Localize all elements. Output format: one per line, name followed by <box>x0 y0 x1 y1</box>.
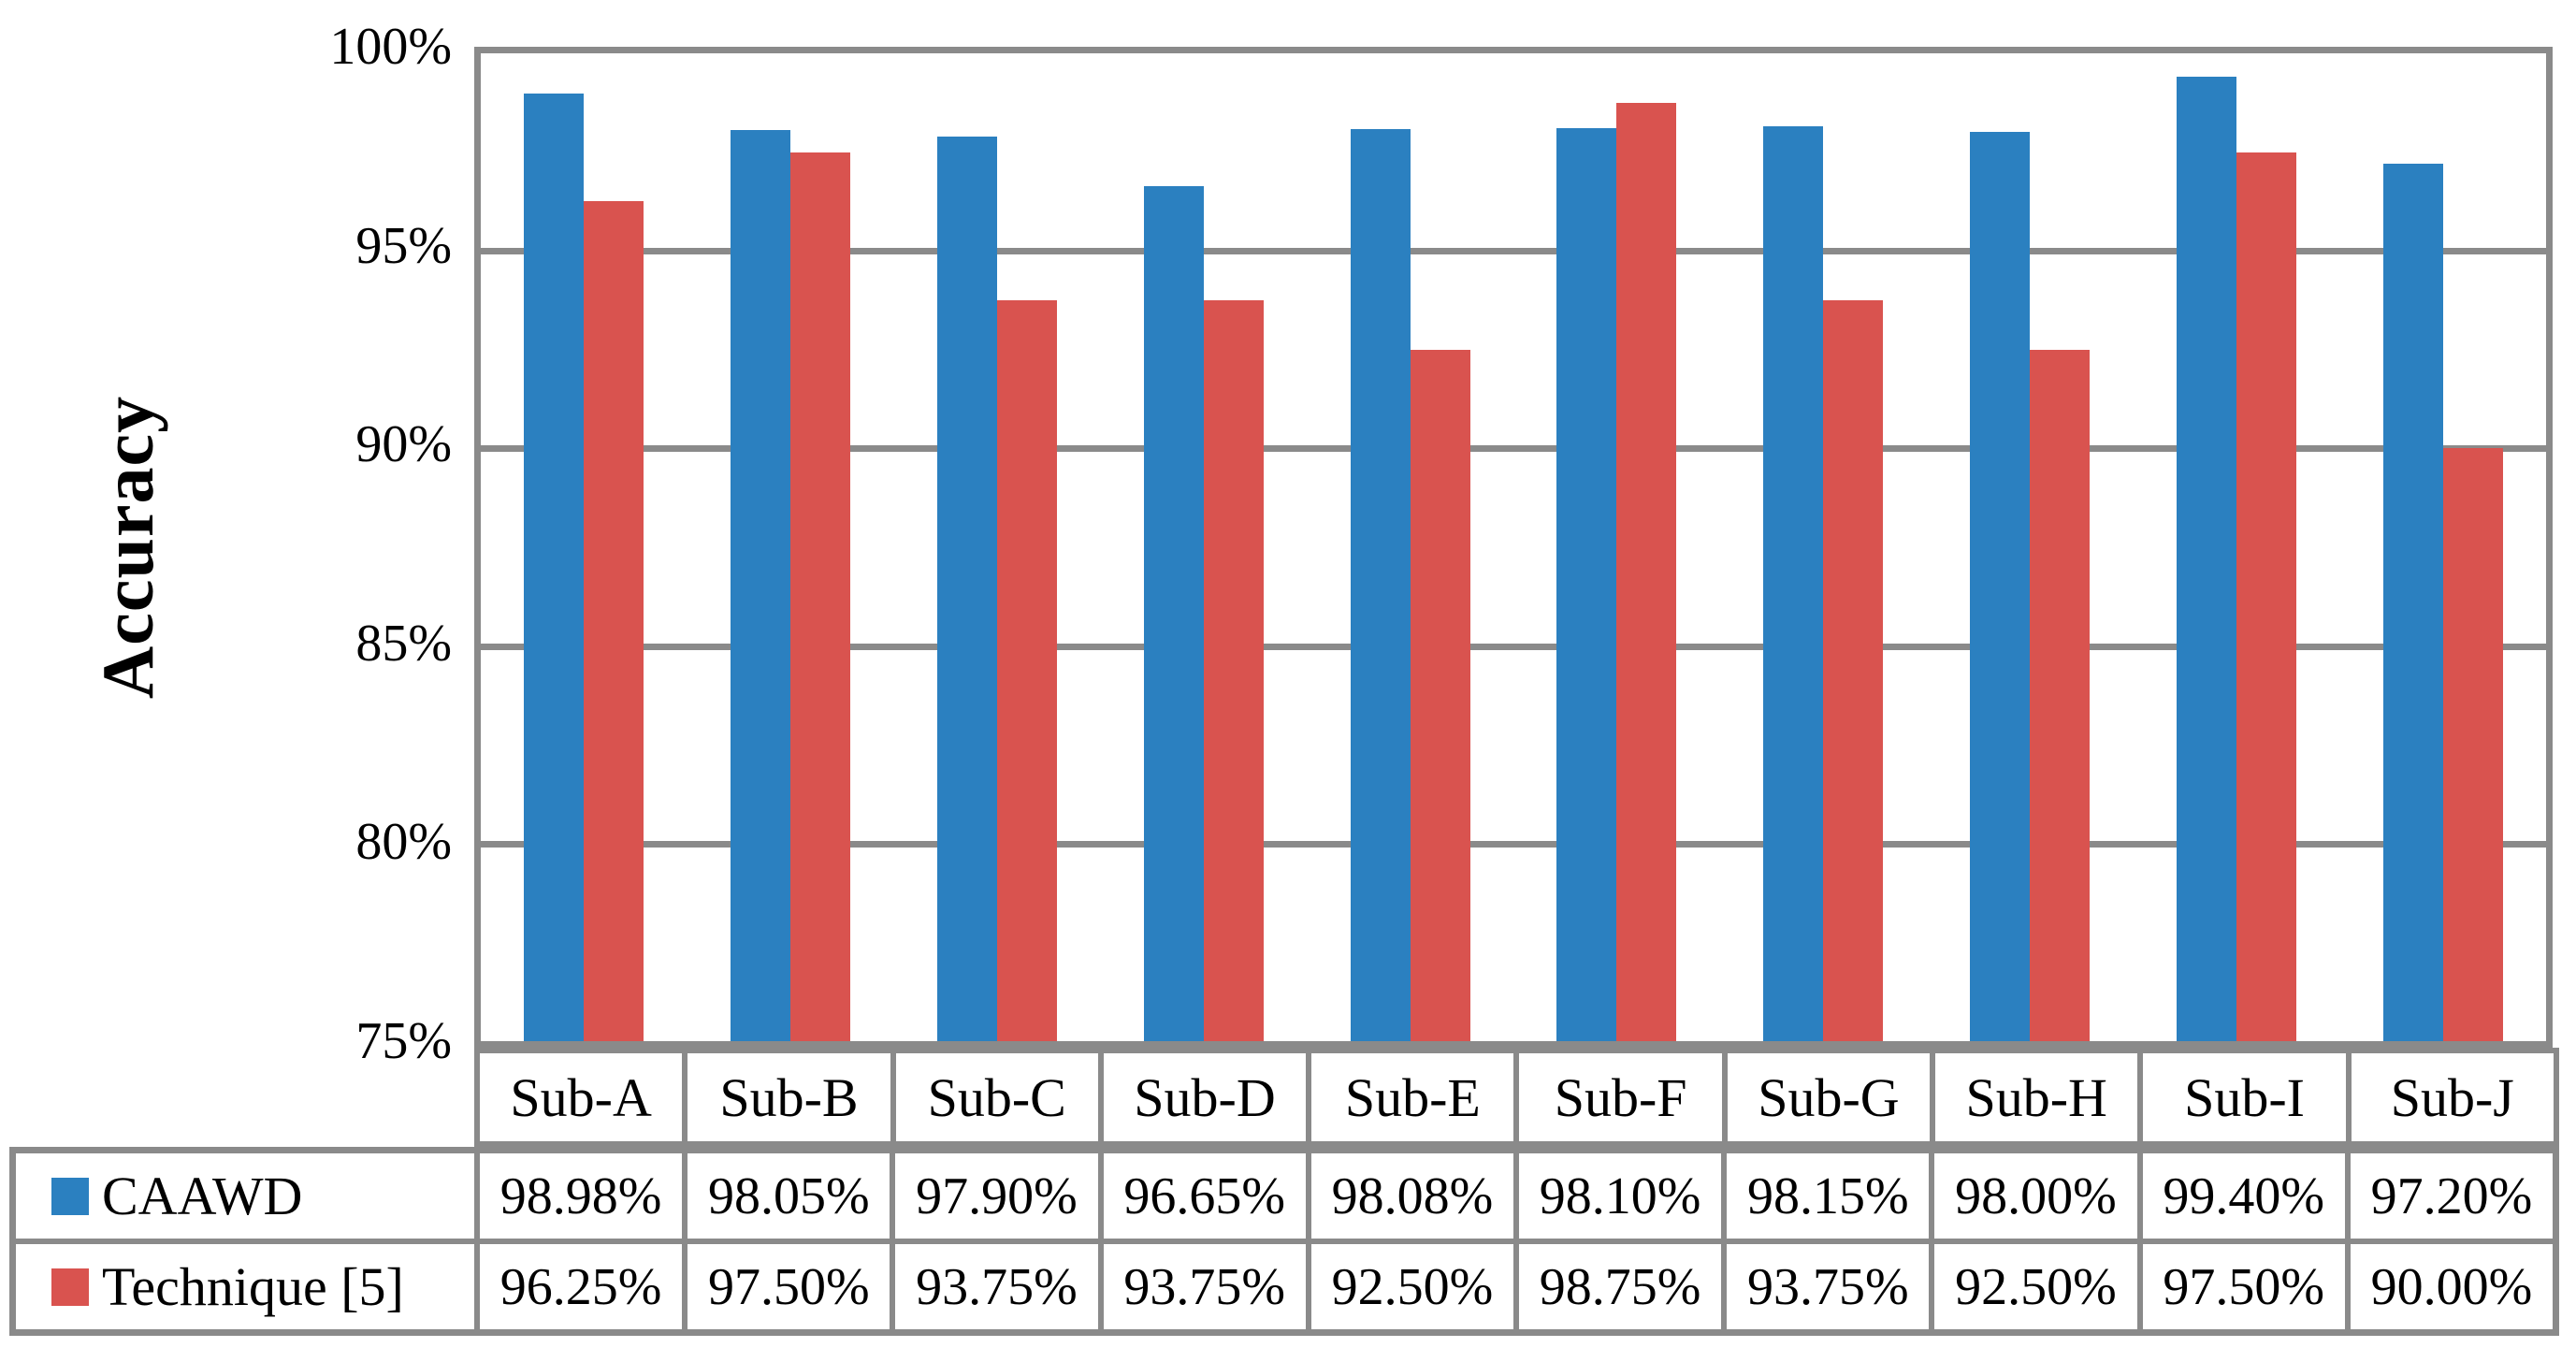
bar <box>2442 448 2503 1041</box>
bar <box>1203 300 1264 1041</box>
bar-group-sub-i <box>2133 53 2339 1041</box>
y-tick-label: 85% <box>355 614 452 673</box>
bar <box>1616 102 1677 1041</box>
y-tick-label: 95% <box>355 216 452 275</box>
bar <box>1350 129 1411 1041</box>
y-tick-label: 90% <box>355 415 452 474</box>
category-label: Sub-C <box>895 1053 1098 1141</box>
bar <box>1556 128 1617 1041</box>
bar-group-sub-f <box>1513 53 1720 1041</box>
bar <box>1969 132 2030 1041</box>
legend-cell: Technique [5] <box>16 1244 474 1329</box>
bar <box>1823 300 1884 1041</box>
bar <box>2176 77 2236 1041</box>
category-label: Sub-I <box>2143 1053 2346 1141</box>
table-value: 93.75% <box>1727 1244 1930 1329</box>
bar <box>996 300 1057 1041</box>
series-name: CAAWD <box>102 1166 303 1226</box>
category-label: Sub-A <box>480 1053 683 1141</box>
table-value: 92.50% <box>1934 1244 2137 1329</box>
bar <box>1763 126 1824 1041</box>
table-value: 98.00% <box>1934 1153 2137 1239</box>
bar-group-sub-e <box>1307 53 1513 1041</box>
table-value: 99.40% <box>2142 1153 2345 1239</box>
table-value: 92.50% <box>1310 1244 1513 1329</box>
plot-area <box>474 47 2553 1048</box>
table-value: 98.05% <box>687 1153 890 1239</box>
category-label: Sub-H <box>1935 1053 2138 1141</box>
bar-group-sub-a <box>481 53 687 1041</box>
bar-group-sub-c <box>894 53 1101 1041</box>
legend-swatch-icon <box>51 1268 89 1306</box>
category-label: Sub-B <box>687 1053 890 1141</box>
category-label: Sub-D <box>1103 1053 1307 1141</box>
bar-group-sub-b <box>687 53 894 1041</box>
y-tick-label: 80% <box>355 813 452 872</box>
table-value: 98.15% <box>1727 1153 1930 1239</box>
bar <box>1410 349 1470 1041</box>
table-value: 97.20% <box>2350 1153 2553 1239</box>
table-value: 90.00% <box>2350 1244 2553 1329</box>
bar <box>1143 185 1204 1041</box>
bar <box>524 94 585 1041</box>
category-label: Sub-G <box>1727 1053 1931 1141</box>
series-name: Technique [5] <box>102 1256 404 1317</box>
table-value: 97.50% <box>687 1244 890 1329</box>
gridline <box>481 643 2546 650</box>
bar <box>2382 164 2443 1041</box>
data-table: CAAWD 98.98% 98.05% 97.90% 96.65% 98.08% 98.10… <box>9 1147 2559 1336</box>
bar-group-sub-h <box>1927 53 2134 1041</box>
bar-group-sub-g <box>1720 53 1927 1041</box>
category-label: Sub-E <box>1311 1053 1514 1141</box>
bar <box>584 201 644 1041</box>
gridline <box>481 445 2546 453</box>
bar <box>2236 152 2296 1041</box>
table-value: 96.65% <box>1103 1153 1306 1239</box>
gridline <box>481 840 2546 848</box>
bar <box>731 130 791 1041</box>
legend-cell: CAAWD <box>16 1153 474 1239</box>
table-value: 98.75% <box>1518 1244 1722 1329</box>
category-axis-row: Sub-A Sub-B Sub-C Sub-D Sub-E Sub-F Sub-G Sub-H… <box>474 1048 2559 1147</box>
bar <box>2029 349 2090 1041</box>
gridline <box>481 248 2546 255</box>
table-value: 97.50% <box>2142 1244 2345 1329</box>
bar-group-sub-j <box>2339 53 2546 1041</box>
bar-group-sub-d <box>1100 53 1307 1041</box>
legend-swatch-icon <box>51 1177 89 1215</box>
category-label: Sub-J <box>2351 1053 2554 1141</box>
bar-groups <box>481 53 2546 1041</box>
table-value: 97.90% <box>895 1153 1098 1239</box>
table-value: 98.10% <box>1518 1153 1722 1239</box>
table-value: 96.25% <box>480 1244 683 1329</box>
bar <box>790 152 851 1041</box>
table-value: 93.75% <box>895 1244 1098 1329</box>
table-value: 93.75% <box>1103 1244 1306 1329</box>
table-value: 98.08% <box>1310 1153 1513 1239</box>
category-label: Sub-F <box>1519 1053 1722 1141</box>
table-value: 98.98% <box>480 1153 683 1239</box>
y-tick-label: 75% <box>355 1012 452 1070</box>
y-tick-label: 100% <box>329 18 452 76</box>
bar <box>936 136 997 1041</box>
